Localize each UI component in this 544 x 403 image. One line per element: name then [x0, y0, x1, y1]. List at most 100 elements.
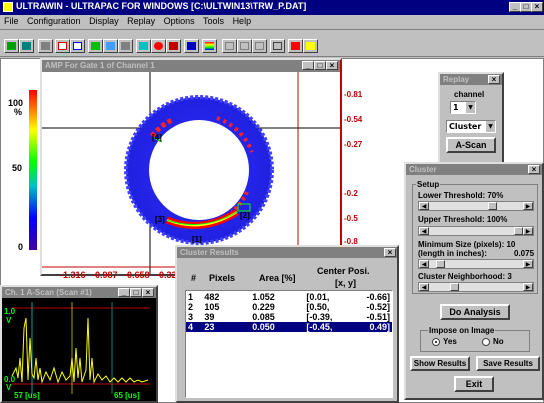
setup-label: Setup [416, 180, 441, 189]
show-results-button[interactable]: Show Results [410, 356, 470, 371]
amp-window-titlebar[interactable]: AMP For Gate 1 of Channel 1 _ □ × [42, 60, 340, 72]
slider-left-arrow-icon[interactable]: ◀ [419, 227, 429, 235]
table-row[interactable]: 3 39 0.085 [-0.39, -0.51] [186, 312, 392, 322]
cluster-dialog-titlebar[interactable]: Cluster × [406, 164, 542, 175]
menu-display[interactable]: Display [89, 16, 119, 26]
lower-threshold-slider[interactable]: ◀ ▶ [418, 201, 534, 211]
header-pixels: Pixels [209, 273, 236, 283]
toolbar-help-icon[interactable] [303, 39, 318, 53]
color-scale-bar [29, 90, 37, 250]
y-axis-label-5: -0.5 [344, 214, 358, 223]
cluster-dialog[interactable]: Cluster × Setup Lower Threshold: 70% ◀ ▶… [404, 162, 544, 400]
ascan-titlebar[interactable]: Ch. 1 A-Scan (Scan #1) _ □ × [2, 287, 156, 298]
slider-right-arrow-icon[interactable]: ▶ [523, 202, 533, 210]
toolbar-gate2-icon[interactable] [237, 39, 252, 53]
toolbar-image-icon[interactable] [88, 39, 103, 53]
replay-mode-select[interactable]: Cluster ▼ [446, 120, 496, 133]
menu-options[interactable]: Options [163, 16, 195, 26]
toolbar-gate1-icon[interactable] [222, 39, 237, 53]
replay-titlebar[interactable]: Replay × [440, 74, 502, 85]
toolbar-ascan-icon[interactable] [55, 39, 70, 53]
close-icon[interactable]: × [531, 2, 543, 12]
ascan-button[interactable]: A-Scan [446, 137, 496, 153]
slider-right-arrow-icon[interactable]: ▶ [523, 283, 533, 291]
ascan-window[interactable]: Ch. 1 A-Scan (Scan #1) _ □ × 1.0 V 0.0 V… [0, 285, 158, 403]
replay-close-icon[interactable]: × [488, 75, 500, 84]
amp-window[interactable]: AMP For Gate 1 of Channel 1 _ □ × [4] [3… [40, 58, 342, 276]
do-analysis-button[interactable]: Do Analysis [440, 304, 510, 320]
slider-thumb[interactable] [514, 227, 523, 235]
toolbar-cscan-icon[interactable] [70, 39, 85, 53]
neighborhood-slider[interactable]: ◀ ▶ [418, 282, 534, 292]
cluster-dialog-close-icon[interactable]: × [528, 165, 540, 174]
toolbar-grid-icon[interactable] [103, 39, 118, 53]
cell-y: -0.66] [366, 292, 390, 302]
menu-help[interactable]: Help [232, 16, 252, 26]
menu-file[interactable]: File [4, 16, 19, 26]
amp-minimize-icon[interactable]: _ [302, 61, 314, 70]
table-row[interactable]: 1 482 1.052 [0.01, -0.66] [186, 292, 392, 302]
impose-no-radio[interactable]: No [482, 337, 522, 347]
cluster-results-list[interactable]: 1 482 1.052 [0.01, -0.66] 2 105 0.229 [0.50, -0.5… [185, 290, 393, 398]
toolbar-zoom-icon[interactable] [118, 39, 133, 53]
menu-replay[interactable]: Replay [127, 16, 156, 26]
cell-y: 0.49] [350, 322, 392, 332]
table-row[interactable]: 4 23 0.050 [-0.45, 0.49] [186, 322, 392, 332]
ascan-minimize-icon[interactable]: _ [118, 288, 130, 297]
cluster-label-2: [2] [240, 211, 250, 220]
menu-tools[interactable]: Tools [203, 16, 225, 26]
slider-left-arrow-icon[interactable]: ◀ [419, 202, 429, 210]
toolbar-palette-icon[interactable] [136, 39, 151, 53]
toolbar-window-icon[interactable] [270, 39, 285, 53]
exit-button[interactable]: Exit [454, 376, 494, 392]
amp-close-icon[interactable]: × [326, 61, 338, 70]
cluster-results-close-icon[interactable]: × [384, 248, 396, 257]
toolbar-record-icon[interactable] [151, 39, 166, 53]
cell-area: 1.052 [252, 292, 275, 302]
ascan-title: Ch. 1 A-Scan (Scan #1) [5, 288, 92, 297]
scale-top-label: 100 [8, 98, 24, 108]
radio-unselected-icon[interactable] [482, 338, 490, 346]
amp-restore-icon[interactable]: □ [314, 61, 326, 70]
menu-configuration[interactable]: Configuration [27, 16, 81, 26]
header-center: Center Posi. [317, 266, 370, 276]
toolbar-open-icon[interactable] [19, 39, 34, 53]
cscan-plot[interactable]: [4] [3] [1] [2] [42, 72, 340, 274]
cluster-results-titlebar[interactable]: Cluster Results × [177, 247, 397, 258]
table-row[interactable]: 2 105 0.229 [0.50, -0.52] [186, 302, 392, 312]
toolbar-layout-icon[interactable] [288, 39, 303, 53]
slider-left-arrow-icon[interactable]: ◀ [419, 283, 429, 291]
slider-right-arrow-icon[interactable]: ▶ [523, 260, 533, 268]
cell-area: 0.050 [250, 322, 305, 332]
ascan-restore-icon[interactable]: □ [130, 288, 142, 297]
ascan-close-icon[interactable]: × [142, 288, 154, 297]
replay-title: Replay [443, 75, 470, 84]
slider-right-arrow-icon[interactable]: ▶ [523, 227, 533, 235]
ascan-plot[interactable]: 1.0 V 0.0 V 57 [us] 65 [us] [2, 298, 156, 401]
slider-thumb[interactable] [436, 260, 445, 268]
app-titlebar[interactable]: ULTRAWIN - ULTRAPAC FOR WINDOWS [C:\ULTW… [0, 0, 544, 15]
scale-mid-label: 50 [12, 163, 23, 173]
slider-left-arrow-icon[interactable]: ◀ [419, 260, 429, 268]
toolbar-chart-icon[interactable] [184, 39, 199, 53]
radio-selected-icon[interactable] [432, 338, 440, 346]
toolbar-color-icon[interactable] [202, 39, 217, 53]
min-size-slider[interactable]: ◀ ▶ [418, 259, 534, 269]
save-results-button[interactable]: Save Results [476, 356, 540, 371]
replay-channel-select[interactable]: 1 ▼ [450, 101, 476, 114]
chevron-down-icon[interactable]: ▼ [466, 102, 475, 113]
impose-yes-radio[interactable]: Yes [432, 337, 472, 347]
cell-y: -0.52] [366, 302, 390, 312]
toolbar-new-icon[interactable] [4, 39, 19, 53]
replay-window[interactable]: Replay × channel 1 ▼ Cluster ▼ A-Scan [438, 72, 504, 164]
slider-thumb[interactable] [488, 202, 497, 210]
cell-x: [-0.39, [306, 312, 333, 322]
toolbar-print-icon[interactable] [38, 39, 53, 53]
chevron-down-icon[interactable]: ▼ [486, 121, 495, 132]
toolbar-stop-icon[interactable] [166, 39, 181, 53]
slider-thumb[interactable] [450, 283, 459, 291]
upper-threshold-slider[interactable]: ◀ ▶ [418, 226, 534, 236]
y-axis-label-6: -0.8 [344, 237, 358, 246]
toolbar-gate3-icon[interactable] [252, 39, 267, 53]
cluster-results-window[interactable]: Cluster Results × # Pixels Area [%] Cent… [175, 245, 399, 403]
